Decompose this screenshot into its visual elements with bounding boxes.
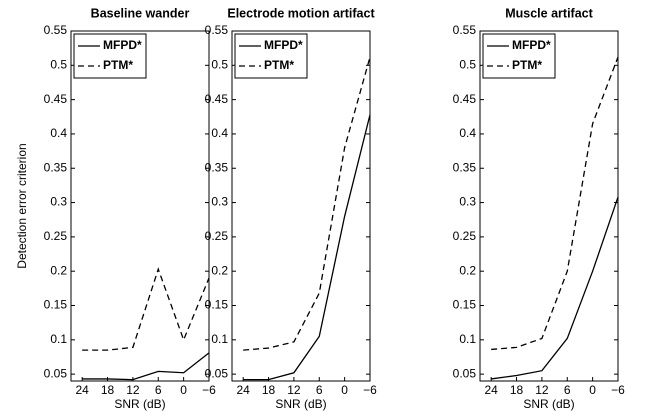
title: Electrode motion artifact — [227, 6, 375, 20]
legend-label: PTM* — [103, 58, 133, 72]
y-tick-label: 0.15 — [44, 298, 68, 312]
y-tick-label: 0.25 — [205, 229, 229, 243]
legend-box — [482, 33, 556, 79]
y-tick-label: 0.45 — [44, 92, 68, 106]
x-tick-label: 0 — [180, 383, 187, 397]
y-tick-label: 0.4 — [211, 126, 228, 140]
series-line — [491, 196, 619, 380]
x-tick-label: 6 — [316, 383, 323, 397]
y-tick-label: 0.4 — [50, 126, 67, 140]
y-tick-label: 0.05 — [453, 366, 477, 380]
series-line — [491, 56, 619, 351]
legend-label: MFPD* — [512, 38, 551, 52]
y-tick-label: 0.4 — [459, 126, 476, 140]
axes-box — [231, 30, 371, 382]
x-tick-label: −6 — [202, 383, 216, 397]
y-tick-label: 0.5 — [211, 57, 228, 71]
y-tick-label: 0.35 — [205, 160, 229, 174]
series-line — [82, 267, 210, 351]
y-tick-label: 0.45 — [453, 92, 477, 106]
x-tick-label: 18 — [262, 383, 276, 397]
y-axis-label: Detection error criterion — [15, 143, 29, 268]
x-axis-label: SNR (dB) — [523, 397, 574, 411]
y-tick-label: 0.2 — [211, 263, 228, 277]
legend-label: PTM* — [264, 58, 294, 72]
legend-label: PTM* — [512, 58, 542, 72]
series-line — [82, 352, 210, 381]
y-tick-label: 0.45 — [205, 92, 229, 106]
axes-box — [70, 30, 210, 382]
y-tick-label: 0.05 — [44, 366, 68, 380]
x-tick-label: 12 — [287, 383, 301, 397]
x-tick-label: 0 — [589, 383, 596, 397]
x-tick-label: 0 — [341, 383, 348, 397]
x-tick-label: −6 — [363, 383, 377, 397]
x-tick-label: 6 — [564, 383, 571, 397]
x-tick-label: 12 — [535, 383, 549, 397]
legend-box — [234, 33, 308, 79]
y-tick-label: 0.3 — [459, 195, 476, 209]
y-tick-label: 0.35 — [453, 160, 477, 174]
legend-label: MFPD* — [264, 38, 303, 52]
series-line — [243, 56, 371, 351]
y-tick-label: 0.5 — [50, 57, 67, 71]
x-tick-label: 12 — [126, 383, 140, 397]
y-tick-label: 0.55 — [205, 23, 229, 37]
x-tick-label: −6 — [611, 383, 625, 397]
y-tick-label: 0.15 — [205, 298, 229, 312]
series-line — [243, 114, 371, 381]
y-tick-label: 0.5 — [459, 57, 476, 71]
x-tick-label: 24 — [236, 383, 250, 397]
y-tick-label: 0.25 — [44, 229, 68, 243]
y-tick-label: 0.1 — [459, 332, 476, 346]
y-tick-label: 0.05 — [205, 366, 229, 380]
y-tick-label: 0.35 — [44, 160, 68, 174]
x-tick-label: 18 — [510, 383, 524, 397]
x-axis-label: SNR (dB) — [114, 397, 165, 411]
x-axis-label: SNR (dB) — [275, 397, 326, 411]
legend-box — [73, 33, 147, 79]
y-tick-label: 0.3 — [50, 195, 67, 209]
y-tick-label: 0.2 — [50, 263, 67, 277]
y-tick-label: 0.55 — [44, 23, 68, 37]
title: Muscle artifact — [505, 6, 593, 20]
x-tick-label: 24 — [484, 383, 498, 397]
y-tick-label: 0.25 — [453, 229, 477, 243]
legend-label: MFPD* — [103, 38, 142, 52]
x-tick-label: 24 — [75, 383, 89, 397]
y-tick-label: 0.3 — [211, 195, 228, 209]
y-tick-label: 0.15 — [453, 298, 477, 312]
title: Baseline wander — [91, 6, 190, 20]
y-tick-label: 0.1 — [211, 332, 228, 346]
y-tick-label: 0.55 — [453, 23, 477, 37]
y-tick-label: 0.1 — [50, 332, 67, 346]
axes-box — [479, 30, 619, 382]
x-tick-label: 6 — [155, 383, 162, 397]
x-tick-label: 18 — [101, 383, 115, 397]
y-tick-label: 0.2 — [459, 263, 476, 277]
